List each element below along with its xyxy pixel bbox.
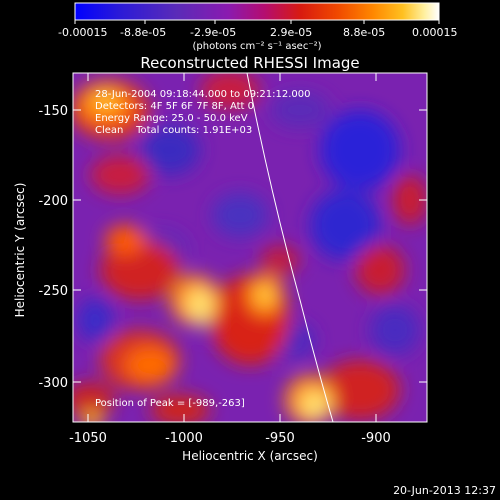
x-axis-ticks	[87, 73, 377, 422]
colorbar-tick-label: 2.9e-05	[270, 26, 312, 39]
x-tick-label: -1000	[165, 431, 203, 446]
y-axis-label: Heliocentric Y (arcsec)	[13, 183, 27, 318]
x-tick-label: -1050	[69, 431, 107, 446]
x-axis-label: Heliocentric X (arcsec)	[182, 449, 318, 463]
colorbar-tick-label: 0.00015	[412, 26, 458, 39]
colorbar-gradient	[74, 2, 440, 21]
y-tick-label: -200	[38, 194, 68, 209]
x-tick-label: -950	[265, 431, 295, 446]
y-tick-label: -250	[38, 284, 68, 299]
peak-position-label: Position of Peak = [-989,-263]	[95, 398, 245, 409]
solar-limb-line	[246, 72, 334, 423]
info-line: Clean Total counts: 1.91E+03	[95, 125, 252, 136]
colorbar-tick-label: -2.9e-05	[190, 26, 236, 39]
rhessi-image	[73, 73, 427, 422]
plot-title: Reconstructed RHESSI Image	[140, 54, 359, 72]
observation-info: 28-Jun-2004 09:18:44.000 to 09:21:12.000…	[95, 89, 311, 136]
colorbar-tick-label: -0.00015	[58, 26, 107, 39]
colorbar: -0.00015 -8.8e-05 -2.9e-05 2.9e-05 8.8e-…	[58, 2, 458, 52]
x-tick-label: -900	[361, 431, 391, 446]
colorbar-tick-label: 8.8e-05	[343, 26, 385, 39]
colorbar-unit-label: (photons cm⁻² s⁻¹ asec⁻²)	[192, 41, 321, 52]
y-tick-label: -150	[38, 104, 68, 119]
info-line: 28-Jun-2004 09:18:44.000 to 09:21:12.000	[95, 89, 311, 100]
colorbar-tick-label: -8.8e-05	[120, 26, 166, 39]
y-tick-label: -300	[38, 376, 68, 391]
info-line: Energy Range: 25.0 - 50.0 keV	[95, 113, 248, 124]
generated-timestamp: 20-Jun-2013 12:37	[393, 484, 496, 497]
y-axis-ticks	[73, 109, 427, 383]
plot-frame	[72, 72, 428, 423]
info-line: Detectors: 4F 5F 6F 7F 8F, Att 0	[95, 101, 254, 112]
